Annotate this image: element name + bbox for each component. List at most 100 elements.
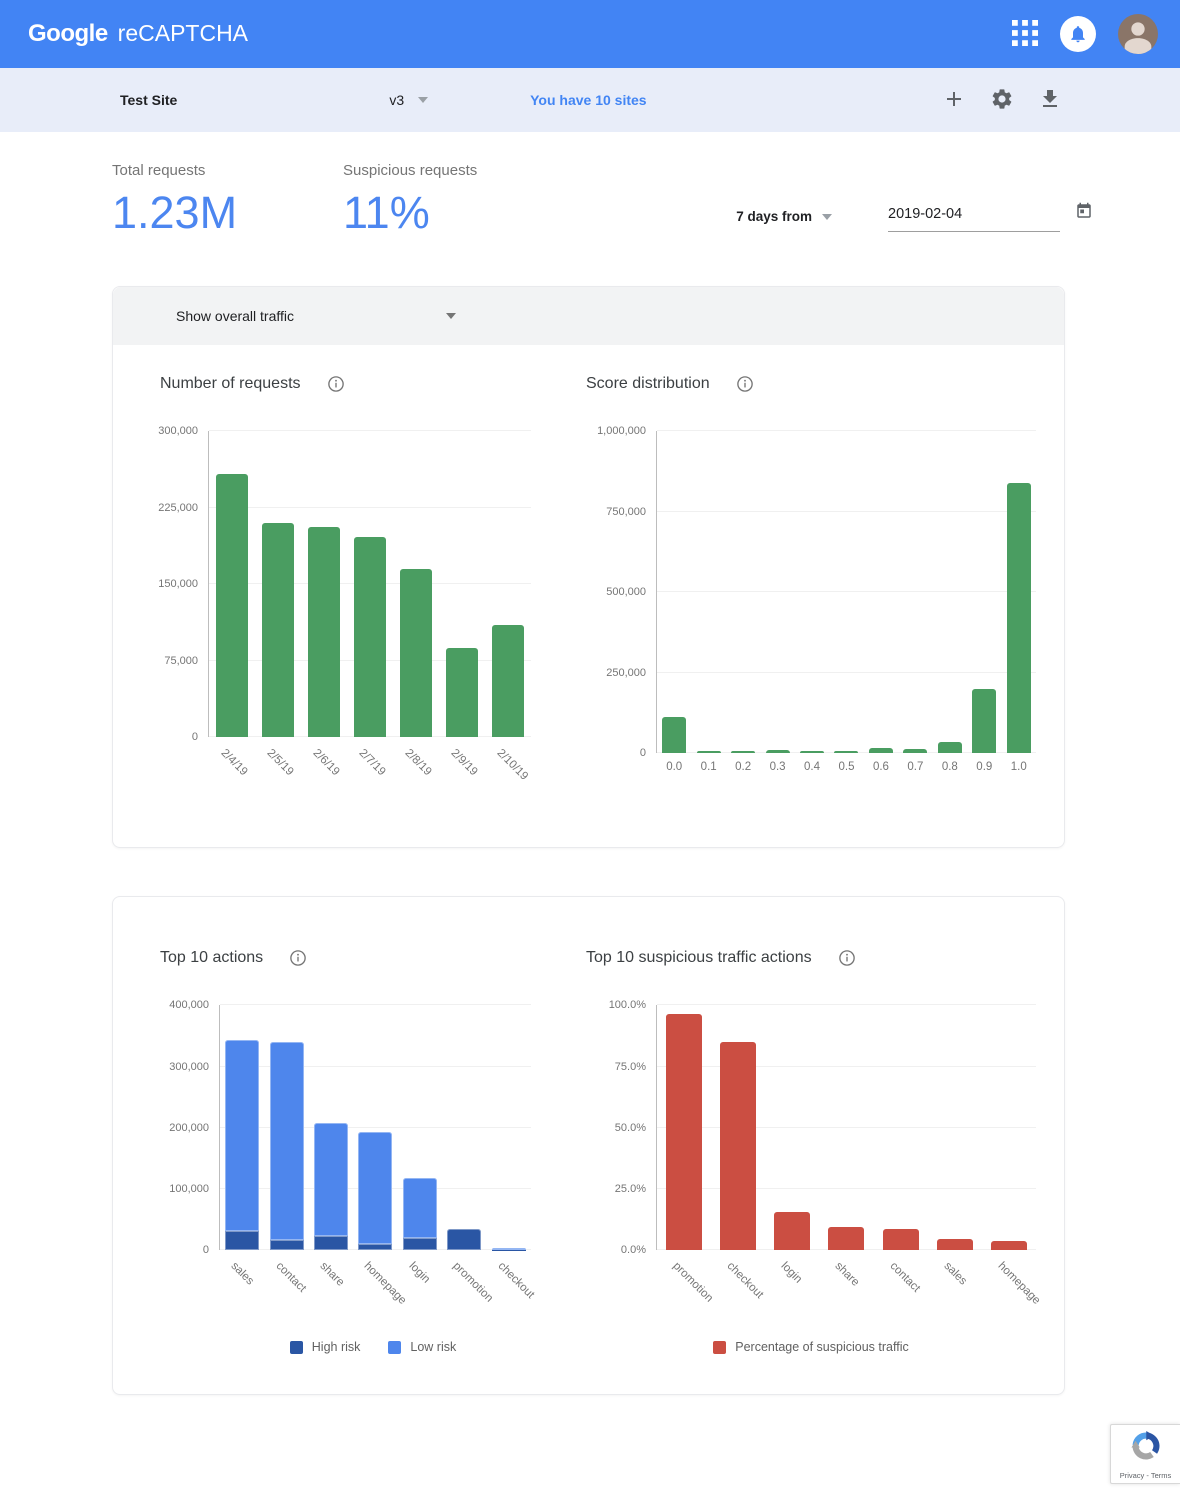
bar[interactable] [696, 750, 721, 754]
privacy-terms-text: Privacy - Terms [1119, 1471, 1172, 1480]
bar-segment[interactable] [402, 1238, 437, 1251]
y-tick-label: 200,000 [169, 1121, 209, 1134]
x-tick-label: login [406, 1260, 433, 1286]
gridline [657, 1126, 1036, 1128]
sites-count-link[interactable]: You have 10 sites [530, 92, 647, 108]
chevron-down-icon [418, 97, 429, 103]
bar-slot: promotion [657, 1005, 715, 1305]
recaptcha-badge[interactable]: Privacy - Terms [1110, 1424, 1180, 1484]
y-tick-label: 300,000 [158, 425, 198, 438]
bar-segment[interactable] [491, 1249, 526, 1251]
bar[interactable] [400, 568, 432, 738]
traffic-filter-dropdown[interactable]: Show overall traffic [113, 287, 1064, 346]
bar[interactable] [216, 474, 248, 738]
bar-segment[interactable] [491, 1248, 526, 1250]
date-input[interactable] [888, 205, 1075, 222]
traffic-card: Show overall traffic Number of requests … [112, 286, 1065, 849]
y-tick-label: 1,000,000 [597, 425, 646, 438]
stacked-bar[interactable] [402, 1005, 437, 1251]
y-tick-label: 100.0% [608, 999, 646, 1012]
info-icon[interactable] [327, 375, 345, 393]
stacked-bar[interactable] [491, 1005, 526, 1251]
bar[interactable] [774, 1211, 811, 1251]
bar[interactable] [720, 1041, 757, 1251]
stacked-bar[interactable] [225, 1005, 260, 1251]
add-site-button[interactable] [942, 87, 966, 114]
bar-slot: sales [928, 1005, 982, 1288]
bar-segment[interactable] [447, 1229, 482, 1251]
stacked-bar[interactable] [447, 1005, 482, 1251]
bar-segment[interactable] [269, 1240, 304, 1251]
site-toolbar: Test Site v3 You have 10 sites [0, 68, 1180, 132]
bar[interactable] [936, 1238, 973, 1251]
bar[interactable] [1006, 482, 1031, 754]
bar[interactable] [834, 750, 859, 754]
app-header: Google reCAPTCHA [0, 0, 1180, 68]
bar[interactable] [262, 523, 294, 738]
stacked-bar[interactable] [269, 1005, 304, 1251]
bar[interactable] [882, 1229, 919, 1251]
settings-button[interactable] [990, 87, 1014, 114]
bar-slot: 0.8 [933, 431, 967, 773]
bar-segment[interactable] [269, 1042, 304, 1241]
bar-segment[interactable] [358, 1244, 393, 1251]
bar-slot: share [309, 1005, 353, 1289]
bar-segment[interactable] [225, 1230, 260, 1251]
download-button[interactable] [1038, 87, 1062, 114]
bar-slot: 2/7/19 [347, 431, 393, 778]
bar[interactable] [662, 717, 687, 754]
bar[interactable] [308, 527, 340, 738]
stacked-bar[interactable] [358, 1005, 393, 1251]
bar-slot: promotion [442, 1005, 495, 1305]
total-requests-value: 1.23M [112, 187, 238, 238]
notifications-button[interactable] [1060, 16, 1096, 52]
version-dropdown[interactable]: v3 [389, 92, 429, 108]
bar[interactable] [828, 1226, 865, 1251]
suspicious-actions-chart: Top 10 suspicious traffic actions 0.0% 25… [586, 949, 1042, 1354]
info-icon[interactable] [838, 949, 856, 967]
bar-segment[interactable] [314, 1122, 349, 1237]
suspicious-requests-stat: Suspicious requests 11% [343, 162, 574, 236]
stacked-bar[interactable] [314, 1005, 349, 1251]
y-tick-label: 225,000 [158, 501, 198, 514]
product-name-text: reCAPTCHA [117, 20, 249, 46]
date-field [888, 202, 1091, 233]
period-dropdown[interactable]: 7 days from [736, 209, 832, 232]
brand-logo: Google reCAPTCHA [28, 20, 248, 48]
bar[interactable] [868, 748, 893, 754]
x-tick-label: share [317, 1260, 347, 1290]
legend-swatch-high-risk [289, 1340, 303, 1354]
site-name: Test Site [120, 92, 178, 108]
apps-grid-button[interactable] [1012, 19, 1038, 49]
bar-segment[interactable] [225, 1040, 260, 1231]
calendar-icon[interactable] [1075, 202, 1093, 225]
avatar-person-icon [1118, 14, 1158, 54]
account-avatar[interactable] [1118, 14, 1158, 54]
legend-label: Low risk [410, 1340, 457, 1355]
bar-segment[interactable] [402, 1177, 437, 1238]
x-tick-label: 2/10/19 [494, 747, 531, 783]
bar-segment[interactable] [358, 1132, 393, 1245]
x-tick-label: 0.6 [872, 761, 889, 774]
bar[interactable] [937, 741, 962, 754]
bar-segment[interactable] [314, 1236, 349, 1251]
bar-slot: 1.0 [1002, 431, 1036, 773]
y-tick-label: 100,000 [169, 1183, 209, 1195]
bar-slot: homepage [353, 1005, 409, 1307]
bar[interactable] [800, 751, 825, 754]
bar[interactable] [446, 647, 478, 738]
apps-grid-icon [1012, 19, 1038, 49]
bar[interactable] [731, 751, 756, 754]
bar[interactable] [492, 625, 524, 738]
suspicious-requests-value: 11% [343, 187, 430, 238]
bar[interactable] [765, 750, 790, 754]
bar[interactable] [666, 1013, 703, 1251]
info-icon[interactable] [289, 949, 307, 967]
info-icon[interactable] [736, 375, 754, 393]
x-tick-label: promotion [670, 1260, 716, 1305]
bar[interactable] [990, 1241, 1027, 1251]
bar-slot: 0.0 [657, 431, 691, 773]
bar[interactable] [354, 537, 386, 738]
bar[interactable] [972, 688, 997, 754]
bar[interactable] [903, 749, 928, 754]
